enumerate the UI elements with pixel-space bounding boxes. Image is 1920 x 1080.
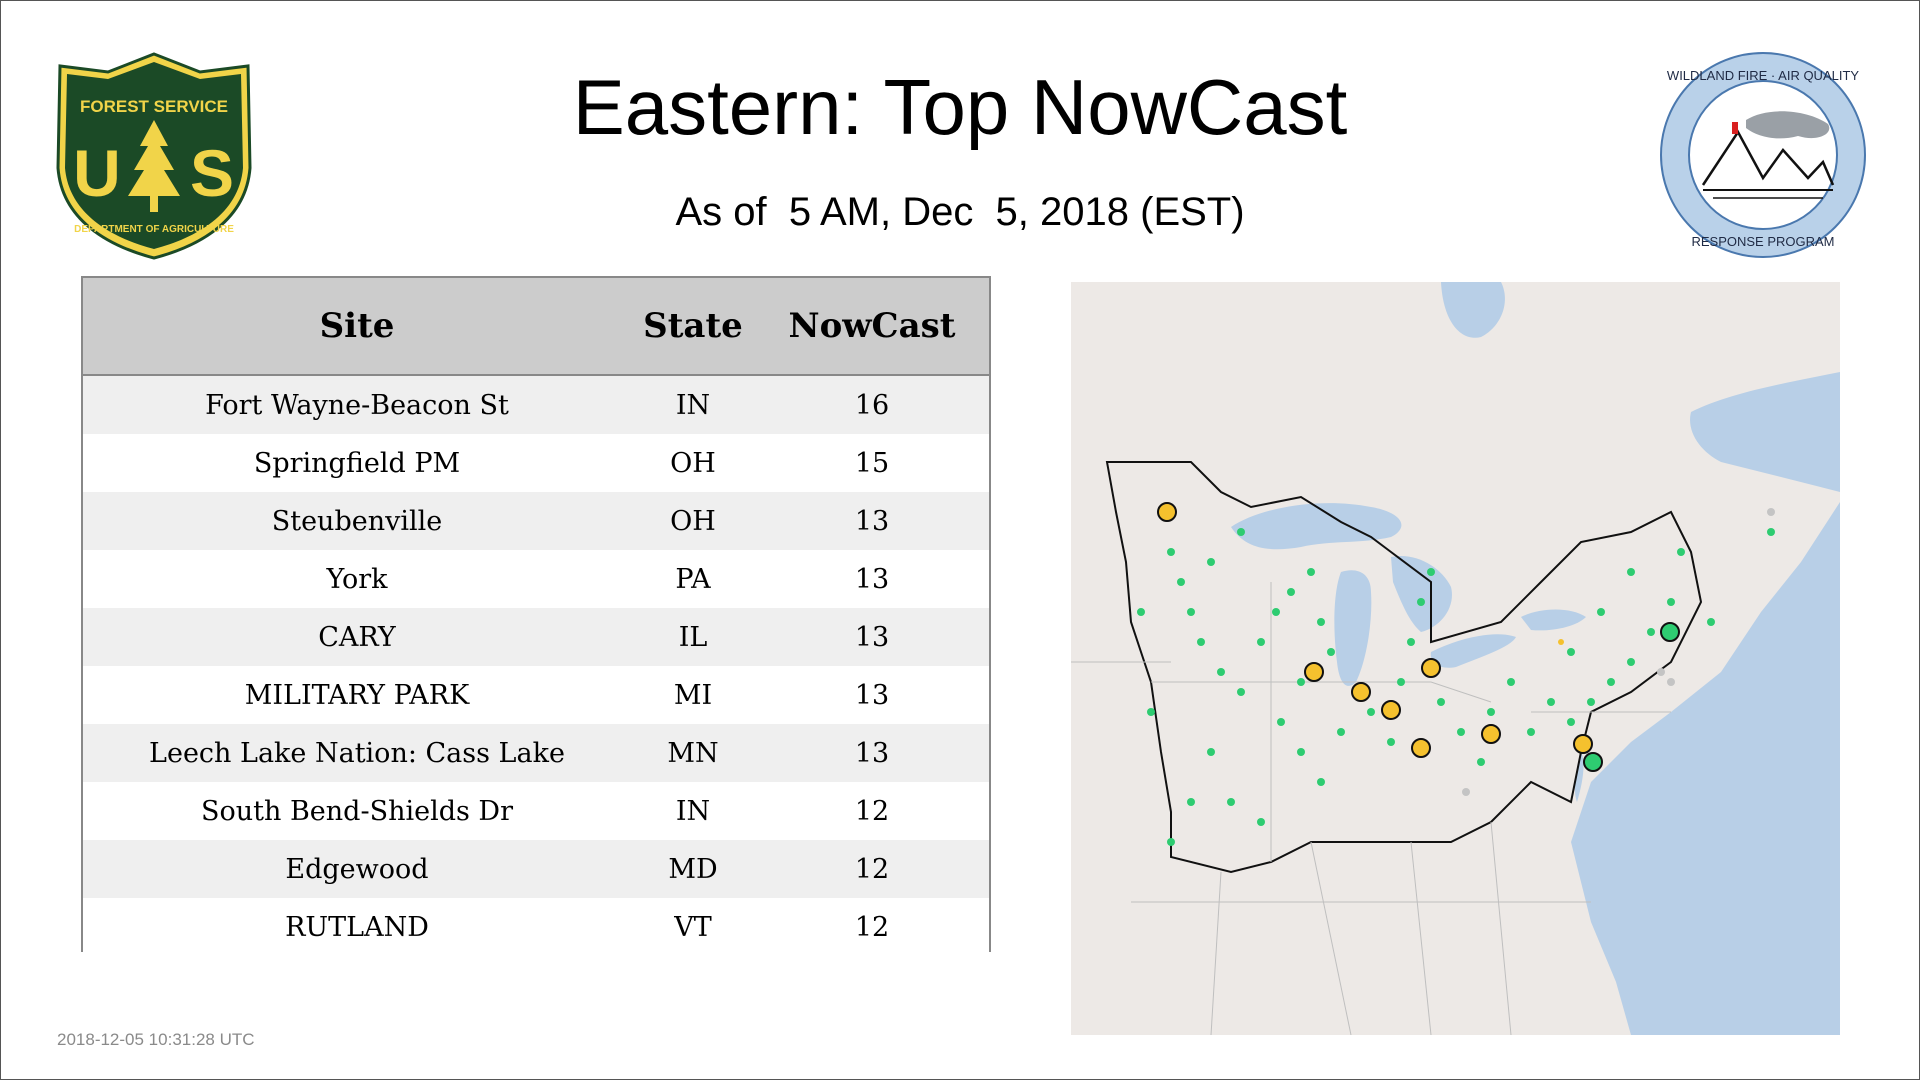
page-subtitle: As of 5 AM, Dec 5, 2018 (EST) <box>675 190 1245 234</box>
svg-text:FOREST SERVICE: FOREST SERVICE <box>80 97 228 116</box>
cell-state: MN <box>631 724 755 782</box>
cell-nowcast: 12 <box>755 782 989 840</box>
forest-service-logo: FOREST SERVICE U S DEPARTMENT OF AGRICUL… <box>56 52 252 260</box>
table-header-row: Site State NowCast <box>83 278 989 376</box>
generated-timestamp: 2018-12-05 10:31:28 UTC <box>57 1030 255 1049</box>
page-title: Eastern: Top NowCast <box>572 63 1348 151</box>
cell-state: PA <box>631 550 755 608</box>
table-row: CARY IL 13 <box>83 608 989 666</box>
cell-nowcast: 12 <box>755 840 989 898</box>
cell-site: CARY <box>83 608 631 666</box>
eastern-us-map <box>1071 282 1840 1035</box>
cell-nowcast: 13 <box>755 550 989 608</box>
header-state: State <box>631 278 755 376</box>
cell-site: MILITARY PARK <box>83 666 631 724</box>
cell-site: York <box>83 550 631 608</box>
table-row: MILITARY PARK MI 13 <box>83 666 989 724</box>
cell-state: IL <box>631 608 755 666</box>
svg-text:S: S <box>190 136 234 210</box>
header-nowcast: NowCast <box>755 278 989 376</box>
cell-state: MD <box>631 840 755 898</box>
cell-state: OH <box>631 434 755 492</box>
table-row: Steubenville OH 13 <box>83 492 989 550</box>
table-row: York PA 13 <box>83 550 989 608</box>
nowcast-table: Site State NowCast Fort Wayne-Beacon St … <box>81 276 991 956</box>
cell-nowcast: 13 <box>755 492 989 550</box>
svg-text:RESPONSE PROGRAM: RESPONSE PROGRAM <box>1691 234 1834 249</box>
cell-site: Springfield PM <box>83 434 631 492</box>
cell-state: VT <box>631 898 755 956</box>
table-row: Edgewood MD 12 <box>83 840 989 898</box>
cell-site: Edgewood <box>83 840 631 898</box>
table-row: Fort Wayne-Beacon St IN 16 <box>83 375 989 434</box>
table-row: Springfield PM OH 15 <box>83 434 989 492</box>
map-water <box>1231 282 1840 1035</box>
cell-nowcast: 15 <box>755 434 989 492</box>
cell-nowcast: 13 <box>755 666 989 724</box>
cell-nowcast: 13 <box>755 724 989 782</box>
svg-text:DEPARTMENT OF AGRICULTURE: DEPARTMENT OF AGRICULTURE <box>74 224 234 235</box>
wildland-fire-logo: WILDLAND FIRE · AIR QUALITY RESPONSE PRO… <box>1660 52 1866 258</box>
cell-nowcast: 13 <box>755 608 989 666</box>
pine-tree-icon <box>128 120 180 212</box>
cell-state: OH <box>631 492 755 550</box>
cell-state: IN <box>631 782 755 840</box>
site-markers <box>1137 502 1775 846</box>
cell-nowcast: 16 <box>755 375 989 434</box>
table-row: RUTLAND VT 12 <box>83 898 989 956</box>
cell-state: MI <box>631 666 755 724</box>
svg-text:WILDLAND FIRE · AIR QUALITY: WILDLAND FIRE · AIR QUALITY <box>1667 68 1859 83</box>
cell-nowcast: 12 <box>755 898 989 956</box>
cell-site: Steubenville <box>83 492 631 550</box>
cell-site: South Bend-Shields Dr <box>83 782 631 840</box>
cell-site: Fort Wayne-Beacon St <box>83 375 631 434</box>
header-site: Site <box>83 278 631 376</box>
table-row: Leech Lake Nation: Cass Lake MN 13 <box>83 724 989 782</box>
cell-state: IN <box>631 375 755 434</box>
table-row: South Bend-Shields Dr IN 12 <box>83 782 989 840</box>
mountains-smoke-icon <box>1701 111 1835 199</box>
cell-site: RUTLAND <box>83 898 631 956</box>
svg-text:U: U <box>73 136 121 210</box>
cell-site: Leech Lake Nation: Cass Lake <box>83 724 631 782</box>
